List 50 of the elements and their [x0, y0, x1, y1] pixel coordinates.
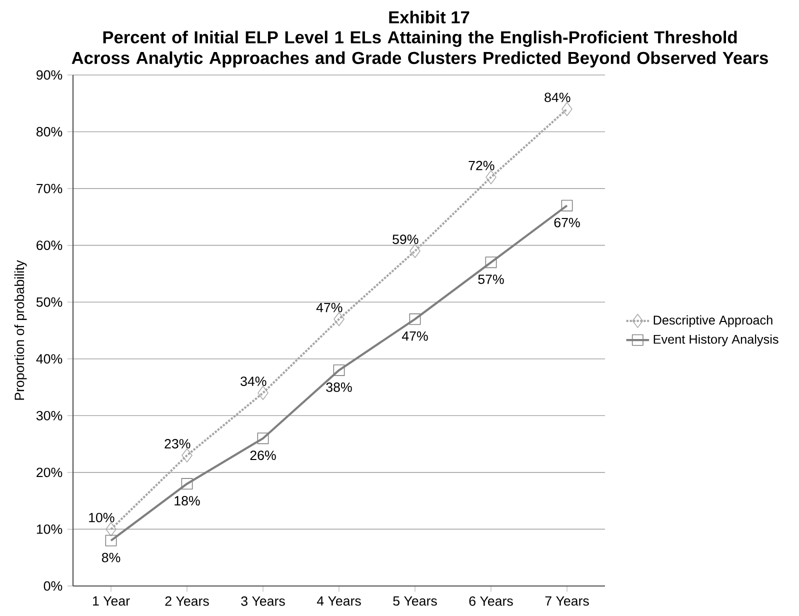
- x-tick-label: 4 Years: [316, 596, 361, 606]
- data-label: 38%: [326, 382, 352, 392]
- data-label: 18%: [174, 496, 200, 506]
- data-label: 47%: [316, 302, 342, 312]
- x-tick-label: 7 Years: [545, 596, 589, 606]
- point: [181, 478, 193, 490]
- data-label: 26%: [250, 450, 276, 460]
- x-tick-label: 5 Years: [393, 596, 437, 606]
- x-tick-label: 3 Years: [241, 596, 285, 606]
- data-label: 84%: [544, 92, 570, 102]
- y-tick-label: 0%: [44, 581, 62, 591]
- point: [410, 244, 420, 258]
- y-tick-label: 50%: [36, 297, 62, 307]
- point: [105, 534, 117, 546]
- legend-label: Event History Analysis: [654, 334, 778, 346]
- point: [409, 313, 421, 325]
- y-tick-label: 40%: [36, 354, 62, 364]
- data-label: 8%: [102, 552, 120, 562]
- point: [561, 200, 573, 212]
- point: [486, 170, 496, 184]
- point: [562, 102, 572, 116]
- y-tick-label: 60%: [36, 240, 62, 250]
- legend-label: Descriptive Approach: [654, 315, 772, 328]
- x-tick-label: 1 Year: [93, 596, 130, 606]
- y-tick-label: 30%: [36, 410, 62, 420]
- point: [333, 364, 345, 376]
- x-tick-label: 6 Years: [469, 596, 513, 606]
- point: [182, 448, 192, 462]
- data-label: 47%: [402, 331, 428, 341]
- data-label: 34%: [240, 376, 266, 386]
- point: [257, 432, 269, 444]
- data-label: 67%: [554, 218, 580, 228]
- y-tick-label: 90%: [36, 70, 62, 80]
- data-label: 23%: [164, 439, 190, 448]
- point: [485, 256, 497, 268]
- y-tick-label: 10%: [36, 524, 62, 534]
- y-tick-label: 70%: [36, 184, 62, 194]
- point: [334, 312, 344, 326]
- point: [258, 386, 268, 400]
- data-label: 10%: [89, 512, 114, 522]
- y-tick-label: 80%: [36, 127, 62, 136]
- y-tick-label: 20%: [36, 468, 62, 478]
- data-label: 57%: [478, 274, 504, 284]
- data-label: 59%: [392, 234, 418, 244]
- chart-subtitle: Percent of Initial ELP Level 1 ELs Attaining the English-Proficient Threshold Across Analytic Approaches and Grade Clusters Predicted Beyond Observed Years: [72, 30, 768, 68]
- chart-title: Exhibit 17: [389, 10, 470, 24]
- y-axis-title: Proportion of probability: [14, 260, 27, 400]
- x-tick-label: 2 Years: [165, 596, 209, 606]
- point: [106, 522, 116, 536]
- data-label: 72%: [468, 160, 494, 170]
